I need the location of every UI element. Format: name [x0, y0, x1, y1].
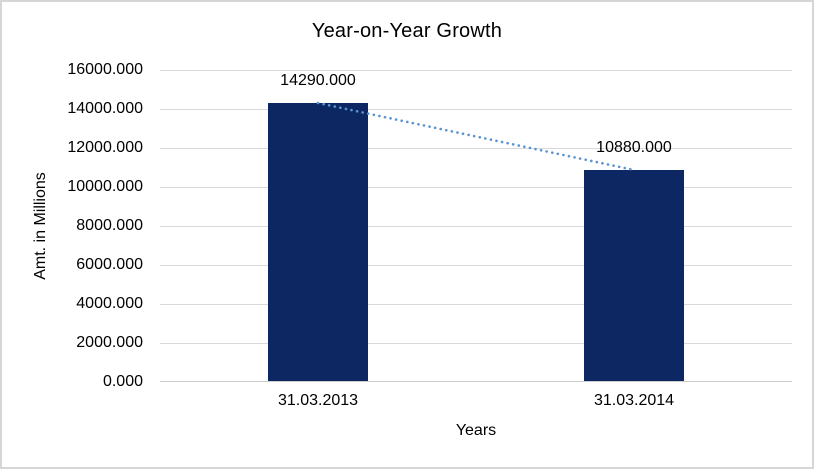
gridline	[160, 187, 792, 188]
x-axis-line	[160, 381, 792, 382]
y-tick-label: 10000.000	[67, 178, 143, 195]
gridline	[160, 343, 792, 344]
y-tick-label: 14000.000	[67, 100, 143, 117]
bar	[584, 170, 684, 382]
chart-title: Year-on-Year Growth	[311, 20, 503, 42]
y-tick-label: 0.000	[102, 373, 143, 390]
bar	[268, 103, 368, 382]
y-tick-label: 6000.000	[76, 256, 143, 273]
y-tick-label: 12000.000	[67, 139, 143, 156]
bar-data-label: 10880.000	[596, 139, 672, 156]
y-tick-label: 8000.000	[76, 217, 143, 234]
y-axis-tick-labels: 16000.000 14000.000 12000.000 10000.000 8000…	[2, 61, 143, 390]
gridline	[160, 265, 792, 266]
plot-area: 14290.000 10880.000	[160, 70, 792, 382]
gridline	[160, 109, 792, 110]
x-tick-label: 31.03.2013	[277, 392, 359, 409]
y-tick-label: 4000.000	[76, 295, 143, 312]
trendline	[316, 101, 636, 172]
gridline	[160, 304, 792, 305]
y-tick-label: 2000.000	[76, 334, 143, 351]
y-tick-label: 16000.000	[67, 61, 143, 78]
x-tick-label: 31.03.2014	[593, 392, 675, 409]
gridline	[160, 148, 792, 149]
x-axis-title: Years	[455, 422, 497, 439]
x-axis-tick-labels: 31.03.2013 31.03.2014	[160, 392, 792, 414]
trendline-path	[316, 101, 636, 172]
gridline	[160, 226, 792, 227]
bar-data-label: 14290.000	[280, 72, 356, 89]
gridline	[160, 70, 792, 71]
